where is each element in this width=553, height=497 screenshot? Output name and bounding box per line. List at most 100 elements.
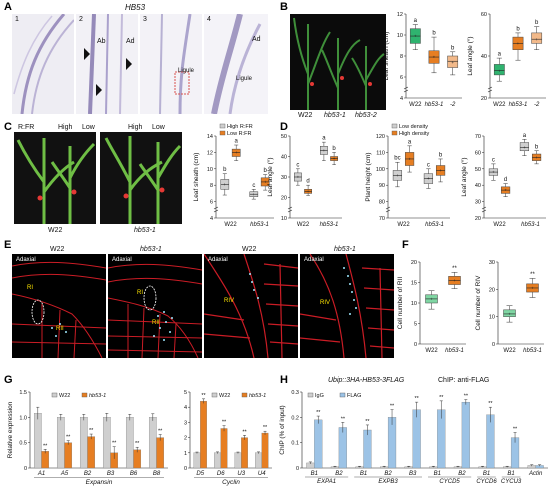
legend-swatch-G2-1 [241,392,248,398]
sig-stars-H1-1: ** [341,416,346,422]
y-axis-label-B1: Leaf sheath (cm) [383,32,390,81]
y-tick-label-D1-5: 120 [376,134,385,140]
sig-stars-H1-2: ** [365,419,370,425]
y-tick-label-F2-3: 30 [489,260,495,266]
confocal-adaxial-2: Adaxial [112,257,132,263]
y-axis-label-F1: Cell number of RII [397,277,404,330]
bar-G1-1-4 [133,449,142,469]
bar-G2-0-3 [255,452,262,469]
y-tick-label-B1-1: 6 [400,75,403,81]
in-situ-drawing-2 [84,14,132,114]
axis-break-C1 [213,206,219,213]
photo-b-label-hb53-2: hb53-2 [355,112,377,119]
x-tick-label-F2-0: W22 [503,348,516,354]
x-tick-label-G1-4: B6 [130,471,138,477]
box-B2-0 [493,64,505,76]
sig-letter-C1-3: b [264,168,268,174]
y-tick-label-C2-4: 50 [281,134,287,140]
y-tick-label-B1-4: 12 [397,12,403,18]
y-tick-label-C2-1: 20 [281,196,287,202]
x-tick-label-G1-0: A1 [37,471,45,477]
sig-letter-B2-2: b [535,20,539,26]
x-tick-label-G1-1: A5 [60,471,69,477]
confocal-zone-rii-2: RII [152,320,160,326]
y-tick-label-G2-1: 1 [184,451,187,457]
y-tick-label-H1-2: 0.2 [291,415,299,421]
y-tick-label-G2-0: 0 [184,466,187,472]
x-group-label-H1-4: CYCU3 [501,479,522,485]
x-group-label-H1-3: CYCD6 [476,479,497,485]
panel-label-d: D [280,121,288,133]
in-situ-tag-ligule-3: Ligule [178,68,195,74]
panel-label-c: C [4,121,12,133]
sig-letter-C1-0: b [223,167,227,173]
mean-mark-C1-2: + [252,192,255,197]
sig-letter-C2-2: a [322,136,326,142]
x-tick-label-B1-1: hb53-1 [425,102,444,108]
bar-H1-1-3 [387,417,397,469]
confocal-zone-rii-1: RII [56,326,64,332]
legend-swatch-C1-0 [219,123,226,129]
y-tick-label-D2-2: 40 [475,183,481,189]
confocal-adaxial-1: Adaxial [16,257,36,263]
y-tick-label-D1-0: 70 [379,216,385,222]
box-B2-2 [531,32,543,44]
x-tick-label-G2-2: U3 [237,471,245,477]
y-tick-label-C1-4: 12 [207,150,213,156]
bar-H1-1-2 [363,429,372,469]
x-tick-label-C2-1: hb53-1 [320,222,339,228]
sig-letter-C1-1: a [235,139,239,145]
sig-letter-B1-0: a [414,18,418,24]
x-group-label-H1-5: Actin [528,471,543,477]
sig-letter-C2-3: b [332,146,336,152]
y-tick-label-D2-5: 70 [475,134,481,140]
bar-G2-0-1 [214,452,221,469]
bar-G2-1-1 [220,428,228,469]
sig-stars-G2-0: ** [201,393,206,399]
panel-label-f: F [402,239,409,251]
y-tick-label-D1-3: 100 [376,167,385,173]
panel-h-construct: Ubip::3HA-HB53-3FLAG [328,377,405,384]
x-tick-label-G1-2: B2 [84,471,92,477]
x-tick-label-B2-0: W22 [493,102,506,108]
sig-letter-B2-1: b [516,26,520,32]
mean-mark-C1-0: + [223,182,226,187]
y-tick-label-B1-0: 4 [400,96,403,102]
x-tick-label-G1-3: B3 [107,471,115,477]
mean-mark-D1-3: + [439,168,442,173]
bar-H1-1-1 [338,427,347,469]
confocal-image-2 [108,254,202,358]
bar-G2-0-2 [234,452,242,469]
y-axis-label-F2: Cell number of RIV [475,275,482,331]
x-tick-label-D1-1: hb53-1 [425,222,444,228]
mean-mark-B1-0: + [414,34,417,39]
sig-stars-H1-5: ** [439,395,444,401]
y-tick-label-C2-3: 40 [281,155,287,161]
confocal-zone-ri-2: RI [137,290,143,296]
mean-mark-B2-1: + [517,41,520,46]
y-tick-label-G1-1: 0.5 [19,441,27,447]
x-tick-label-H1-0: B1 [311,471,318,477]
bar-G1-0-5 [148,417,157,469]
in-situ-tag-ad-4: Ad [252,36,261,43]
sig-stars-G1-0: ** [43,443,48,449]
axis-break-D1 [385,206,391,213]
confocal-adaxial-4: Adaxial [304,257,324,263]
mean-mark-D2-0: + [492,170,495,175]
plant-drawing-c-w22 [16,138,96,224]
mean-mark-B2-2: + [535,37,538,42]
mean-mark-C2-2: + [323,148,326,153]
sig-letter-B1-1: b [432,31,436,37]
sig-stars-G1-2: ** [89,428,94,434]
in-situ-image-2 [76,14,138,114]
y-axis-label-D2: Leaf angle (°) [460,157,468,196]
sig-stars-H1-7: ** [488,401,493,407]
bar-H1-1-4 [412,409,421,469]
sig-stars-G1-3: ** [112,441,117,447]
in-situ-tag-ab: Ab [97,38,106,45]
y-tick-label-D1-1: 80 [379,200,385,206]
y-tick-label-C1-3: 10 [207,167,213,173]
confocal-image-4 [300,254,394,358]
x-tick-label-B2-2: -2 [534,102,540,108]
mean-mark-D1-1: + [408,157,411,162]
